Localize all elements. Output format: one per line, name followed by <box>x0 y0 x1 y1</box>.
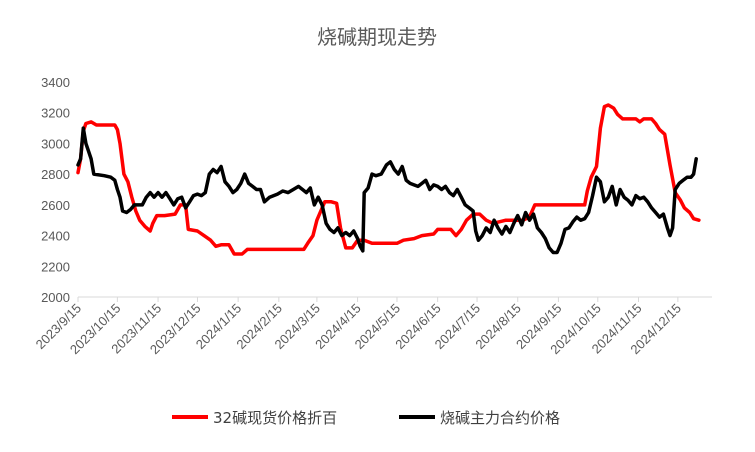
chart-title: 烧碱期现走势 <box>317 25 437 49</box>
y-axis-tick-labels: 2000 2200 2400 2600 2800 3000 3200 3400 <box>41 75 70 305</box>
legend-label-1: 32碱现货价格折百 <box>213 409 337 427</box>
y-tick-label: 2200 <box>41 259 70 274</box>
y-tick-label: 2600 <box>41 198 70 213</box>
y-tick-label: 2000 <box>41 290 70 305</box>
y-tick-label: 3400 <box>41 75 70 90</box>
y-tick-label: 2800 <box>41 167 70 182</box>
series-layer <box>76 103 701 256</box>
y-tick-label: 3200 <box>41 106 70 121</box>
legend-label-2: 烧碱主力合约价格 <box>440 409 560 427</box>
series-line-1 <box>76 103 701 256</box>
legend: 32碱现货价格折百 烧碱主力合约价格 <box>172 409 560 427</box>
y-tick-label: 2400 <box>41 229 70 244</box>
series-line-2 <box>76 126 698 255</box>
y-tick-label: 3000 <box>41 136 70 151</box>
